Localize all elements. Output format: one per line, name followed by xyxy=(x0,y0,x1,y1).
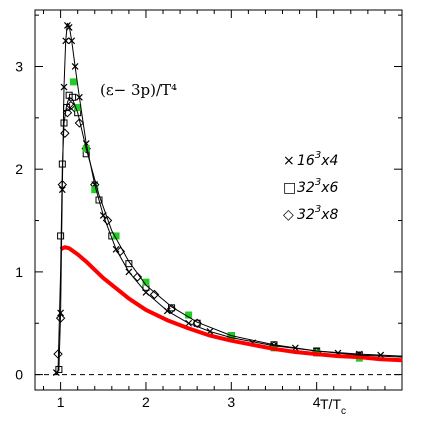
data-point-green xyxy=(69,78,77,86)
data-point-diamond xyxy=(60,128,70,138)
x-tick-label: 3 xyxy=(227,394,235,410)
legend-entry: × 163x4 xyxy=(283,150,338,169)
y-tick-label: 3 xyxy=(15,58,23,74)
data-point-diamond xyxy=(149,289,160,300)
data-point-diamond xyxy=(62,107,73,118)
plot-frame xyxy=(34,9,403,391)
chart-annotation: (ε− 3p)/T⁴ xyxy=(100,81,177,99)
legend-entry: ◇ 323x8 xyxy=(283,204,338,223)
x-tick-label: 2 xyxy=(142,394,150,410)
legend-symbol: ◇ xyxy=(283,207,294,223)
series-line xyxy=(55,22,403,375)
series-2 xyxy=(53,100,365,361)
data-point-square xyxy=(57,232,65,240)
axis-ticks: 1 2 3 4 0 1 2 3 xyxy=(15,10,402,410)
y-tick-label: 1 xyxy=(15,264,23,280)
x-axis-label: T/Tc xyxy=(320,396,346,417)
series-5 xyxy=(55,22,403,375)
series-line xyxy=(59,245,403,363)
data-point-green xyxy=(112,232,120,240)
legend-symbol: □ xyxy=(283,180,296,196)
legend-label: 323x8 xyxy=(297,204,338,223)
y-tick-label: 2 xyxy=(15,161,23,177)
data-point-green xyxy=(91,186,99,194)
legend: × 163x4 □ 323x6 ◇ 323x8 xyxy=(283,150,338,223)
series-4 xyxy=(59,245,403,363)
series-0 xyxy=(52,21,385,376)
series-3 xyxy=(69,78,363,362)
data-point-square xyxy=(95,196,103,204)
x-tick-label: 4 xyxy=(313,394,321,410)
data-point-diamond xyxy=(74,118,85,128)
x-tick-label: 1 xyxy=(57,394,65,410)
data-point-green xyxy=(142,278,150,286)
data-point-green xyxy=(185,311,193,319)
series-6 xyxy=(57,96,403,373)
plot-border xyxy=(34,9,403,391)
series-layer xyxy=(52,21,403,376)
series-line xyxy=(57,96,403,373)
legend-label: 323x6 xyxy=(297,177,338,196)
data-point-diamond xyxy=(192,318,202,328)
legend-label: 163x4 xyxy=(297,150,338,169)
data-point-green xyxy=(74,104,82,112)
legend-entry: □ 323x6 xyxy=(283,177,338,196)
data-point-diamond xyxy=(132,272,143,282)
legend-symbol: × xyxy=(283,153,295,169)
y-tick-label: 0 xyxy=(15,367,23,383)
